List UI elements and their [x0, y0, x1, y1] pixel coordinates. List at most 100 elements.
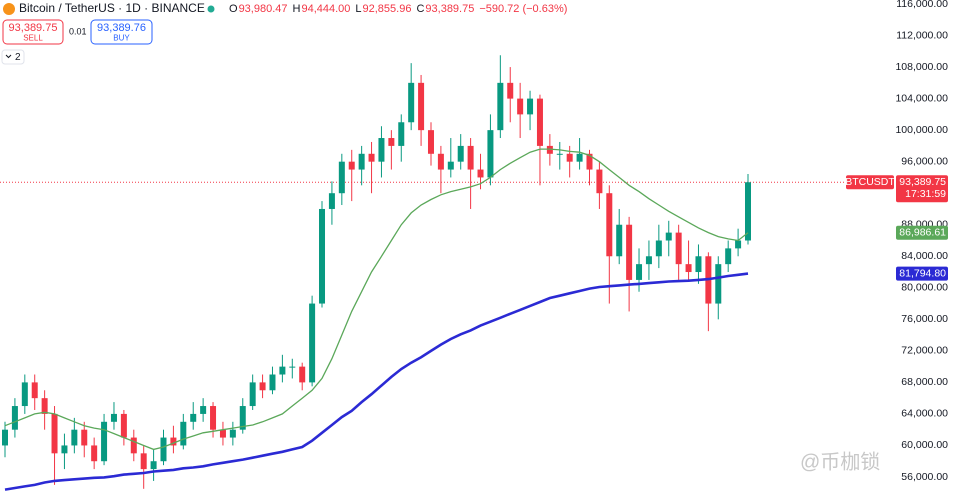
candle-body [665, 232, 672, 241]
ohlc-value: 92,855.96 [363, 3, 412, 15]
y-tick-label: 104,000.00 [895, 92, 948, 104]
y-tick-label: 84,000.00 [901, 250, 948, 262]
candle-body [546, 145, 553, 154]
candle-body [596, 169, 603, 194]
y-tick-label: 100,000.00 [895, 124, 948, 136]
candle-body [219, 429, 226, 438]
candle-body [745, 182, 751, 241]
candle-body [61, 445, 68, 454]
candle-body [645, 256, 652, 265]
candle-body [41, 398, 48, 414]
candle-body [626, 224, 633, 280]
header: Bitcoin / TetherUS · 1D · BINANCE O 93,98… [1, 1, 567, 65]
candle-body [477, 169, 484, 178]
candle-body [239, 406, 246, 430]
candle-body [299, 366, 306, 383]
sell-button[interactable] [2, 19, 64, 45]
candle-body [388, 138, 395, 146]
last-price-tag-bg [896, 175, 948, 203]
candle-body [576, 153, 583, 162]
candle-body [279, 366, 286, 375]
y-tick-label: 116,000.00 [896, 0, 948, 10]
sell-label: SELL [23, 34, 43, 43]
y-tick-label: 68,000.00 [901, 376, 948, 388]
candle-body [487, 130, 494, 178]
moving-average [4, 272, 749, 491]
y-tick-label: 56,000.00 [901, 471, 948, 483]
candle-body [21, 382, 28, 407]
candle-body [586, 153, 593, 170]
ohlc-values: O 93,980.47 H 94,444.00 L 92,855.96 C 93,389.75… [229, 3, 567, 15]
ohlc-label: O [229, 3, 238, 15]
candle-body [160, 437, 167, 462]
candle-body [338, 161, 345, 194]
y-tick-label: 60,000.00 [901, 439, 948, 451]
buy-label: BUY [113, 34, 130, 43]
symbol-title: Bitcoin / TetherUS · 1D · BINANCE [19, 1, 205, 15]
candle-body [437, 153, 444, 170]
candle-body [31, 382, 38, 399]
candle-body [210, 406, 217, 430]
ohlc-value: 93,980.47 [239, 3, 288, 15]
candle-body [457, 145, 464, 162]
candle-body [348, 161, 355, 170]
candle-body [328, 193, 335, 209]
y-tick-label: 112,000.00 [896, 29, 948, 41]
candle-body [11, 406, 18, 430]
candle-body [467, 145, 474, 170]
candle-body [616, 224, 623, 257]
candle-body [289, 366, 296, 368]
candle-body [636, 264, 643, 280]
candle-body [497, 82, 504, 131]
ma-tag: 86,986.61 [899, 227, 946, 239]
candle-body [71, 429, 78, 446]
candle-body [51, 413, 58, 454]
buy-button[interactable] [90, 19, 153, 45]
ohlc-label: C [416, 3, 424, 15]
candle-body [309, 303, 316, 383]
y-tick-label: 72,000.00 [901, 345, 948, 357]
indicator-count: 2 [15, 52, 21, 63]
candle-body [229, 429, 236, 438]
candle-body [675, 232, 682, 265]
candle-body [91, 445, 98, 462]
candle-body [527, 98, 534, 115]
candle-body [536, 98, 543, 146]
ma-tag-bg [896, 266, 948, 281]
ohlc-label: L [355, 3, 361, 15]
plot-area [0, 55, 845, 491]
y-tick-label: 80,000.00 [901, 282, 948, 294]
candle-body [725, 248, 732, 265]
last-price-tag: 93,389.75 [899, 176, 946, 188]
candle-body [695, 256, 702, 273]
candle-body [81, 429, 88, 446]
indicator-toggle[interactable] [1, 49, 25, 65]
ma-tag: 81,794.80 [899, 267, 946, 279]
candle-body [418, 82, 425, 131]
ma-tag-bg [896, 225, 948, 240]
candle-body [685, 264, 692, 273]
candle-body [130, 437, 137, 454]
candle-body [715, 264, 722, 304]
candle-body [190, 413, 197, 422]
candle-body [427, 130, 434, 154]
candle-body [170, 437, 177, 446]
market-status [207, 5, 215, 13]
candle-body [110, 413, 117, 422]
countdown-tag: 17:31:59 [905, 188, 946, 200]
y-tick-label: 108,000.00 [895, 61, 948, 73]
candle-body [319, 208, 326, 304]
moving-average [4, 148, 749, 451]
candle-body [566, 153, 573, 162]
ohlc-label: H [293, 3, 301, 15]
candle-body [368, 153, 375, 162]
quantity: 0.01 [69, 26, 87, 36]
coin-icon [3, 3, 15, 15]
candle-body [259, 382, 266, 391]
ohlc-change: −590.72 (−0.63%) [479, 3, 567, 15]
candle-body [408, 82, 415, 123]
candle-body [655, 240, 662, 257]
candle-body [249, 382, 256, 407]
